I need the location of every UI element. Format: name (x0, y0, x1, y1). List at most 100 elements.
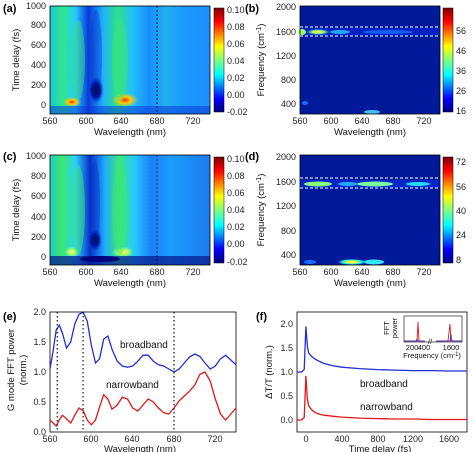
xtick-label: 720 (185, 116, 200, 126)
series-line-narrowband (297, 375, 467, 421)
inset-xtick: 1600 (443, 343, 460, 352)
ytick-label: 400 (31, 212, 46, 222)
xtick-label: 720 (416, 116, 431, 126)
ytick-label: 1.5 (280, 343, 293, 353)
heatmap-b (300, 6, 440, 114)
y-ticks-b: 400 800 1200 1600 2000 (276, 2, 296, 109)
cbar-tick: 26 (456, 86, 466, 96)
cbar-tick: 0.06 (227, 188, 245, 198)
ytick-label: 800 (31, 171, 46, 181)
ytick-label: 1200 (276, 201, 296, 211)
xlabel-a: Wavelength (nm) (94, 127, 166, 138)
ytick-label: 1.5 (33, 337, 46, 347)
xtick-label: 640 (113, 116, 128, 126)
xtick-label: 640 (354, 267, 369, 277)
ytick-label: 2.0 (33, 307, 46, 317)
cbar-tick: 0.10 (227, 5, 245, 15)
ytick-label: 800 (281, 75, 296, 85)
cbar-tick: 8 (456, 255, 461, 265)
inset-ylabel-2: power (390, 317, 399, 338)
ytick-label: 0 (41, 252, 46, 262)
inset-blue-line-high (436, 333, 462, 342)
annotation-broadband-e: broadband (120, 340, 168, 351)
colorbar-ticks-c: 0.10 0.08 0.06 0.04 0.02 0.00 -0.02 (227, 154, 248, 267)
ytick-label: 800 (31, 20, 46, 30)
xtick-label: 680 (149, 116, 164, 126)
panel-label-a: (a) (3, 3, 17, 15)
colorbar-d (442, 156, 454, 264)
y-ticks-e: 0.0 0.5 1.0 1.5 2.0 (33, 307, 46, 437)
ytick-label: 0.5 (280, 391, 293, 401)
xtick-label: 560 (292, 267, 307, 277)
panel-label-f: (f) (256, 311, 267, 323)
annotation-broadband-f: broadband (360, 379, 408, 390)
colorbar-ticks-a: 0.10 0.08 0.06 0.04 0.02 0.00 -0.02 (227, 5, 248, 117)
xtick-label: 600 (78, 116, 93, 126)
heatmap-d (300, 155, 440, 265)
panel-a: (a) 0 200 400 600 800 1000 560 600 640 6… (3, 1, 248, 138)
annotation-narrowband-e: narrowband (106, 380, 159, 391)
xtick-label: 560 (42, 434, 57, 444)
x-ticks-d: 560 600 640 680 720 (292, 267, 431, 277)
panel-e: (e) 0.0 0.5 1.0 1.5 2.0 560 600 640 680 … (3, 307, 237, 452)
ylabel-e-line1: G mode FFT power (6, 329, 17, 411)
colorbar-b (442, 7, 454, 113)
ytick-label: 1000 (26, 151, 46, 161)
cbar-tick: 0.02 (227, 73, 245, 83)
xtick-label: 800 (370, 434, 385, 444)
xtick-label: 1600 (439, 434, 459, 444)
xlabel-b: Wavelength (nm) (334, 127, 406, 138)
xtick-label: 720 (207, 434, 222, 444)
ytick-label: 200 (31, 232, 46, 242)
ylabel-f: ΔT/T (norm.) (264, 345, 275, 399)
xtick-label: 600 (78, 267, 93, 277)
xtick-label: 600 (83, 434, 98, 444)
panel-b: (b) 400 800 1200 1600 2000 560 600 640 6… (245, 2, 466, 138)
cbar-tick: 0.04 (227, 56, 245, 66)
ytick-label: 1600 (276, 27, 296, 37)
cbar-tick: 0.02 (227, 222, 245, 232)
ytick-label: 1200 (276, 51, 296, 61)
inset-break: // (428, 337, 433, 346)
heatmap-b-features (298, 28, 440, 114)
xtick-label: 640 (354, 116, 369, 126)
ylabel-c: Time delay (fs) (11, 179, 22, 241)
inset-xtick: 400 (418, 343, 431, 352)
cbar-tick: 16 (456, 106, 466, 116)
colorbar-ticks-d: 72 56 40 24 8 (456, 157, 466, 265)
cbar-tick: 40 (456, 206, 466, 216)
x-ticks-e: 560 600 640 680 720 (42, 434, 222, 444)
xlabel-f: Time delay (fs) (349, 444, 411, 452)
cbar-tick: 56 (456, 182, 466, 192)
ytick-label: 600 (31, 40, 46, 50)
panel-label-d: (d) (245, 151, 259, 163)
xtick-label: 560 (42, 267, 57, 277)
cbar-tick: 0.06 (227, 39, 245, 49)
cbar-tick: 0.08 (227, 171, 245, 181)
x-ticks-f: 0 400 800 1200 1600 (303, 434, 459, 444)
y-ticks-a: 0 200 400 600 800 1000 (26, 1, 46, 110)
cbar-tick: 56 (456, 26, 466, 36)
xtick-label: 560 (42, 116, 57, 126)
x-ticks-b: 560 600 640 680 720 (292, 116, 431, 126)
cbar-tick: 36 (456, 66, 466, 76)
ytick-label: 0.0 (280, 415, 293, 425)
xtick-label: 600 (323, 116, 338, 126)
inset-xtick: 200 (406, 343, 419, 352)
series-line-narrowband (49, 371, 237, 428)
colorbar-a (213, 7, 225, 113)
xtick-label: 640 (124, 434, 139, 444)
ytick-label: 600 (31, 191, 46, 201)
series-line-broadband (297, 326, 467, 373)
heatmap-c-features (50, 160, 210, 265)
cbar-tick: 24 (456, 230, 466, 240)
xtick-label: 560 (292, 116, 307, 126)
series-line-broadband (49, 311, 237, 373)
panel-label-b: (b) (245, 3, 259, 15)
xtick-label: 400 (334, 434, 349, 444)
y-ticks-c: 0 200 400 600 800 1000 (26, 151, 46, 262)
ytick-label: 2.0 (280, 319, 293, 329)
inset-ylabel-1: FFT (382, 321, 391, 335)
ylabel-e-line2: (norm.) (18, 355, 29, 386)
